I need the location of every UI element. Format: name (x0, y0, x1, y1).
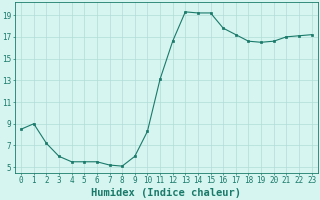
X-axis label: Humidex (Indice chaleur): Humidex (Indice chaleur) (92, 188, 241, 198)
